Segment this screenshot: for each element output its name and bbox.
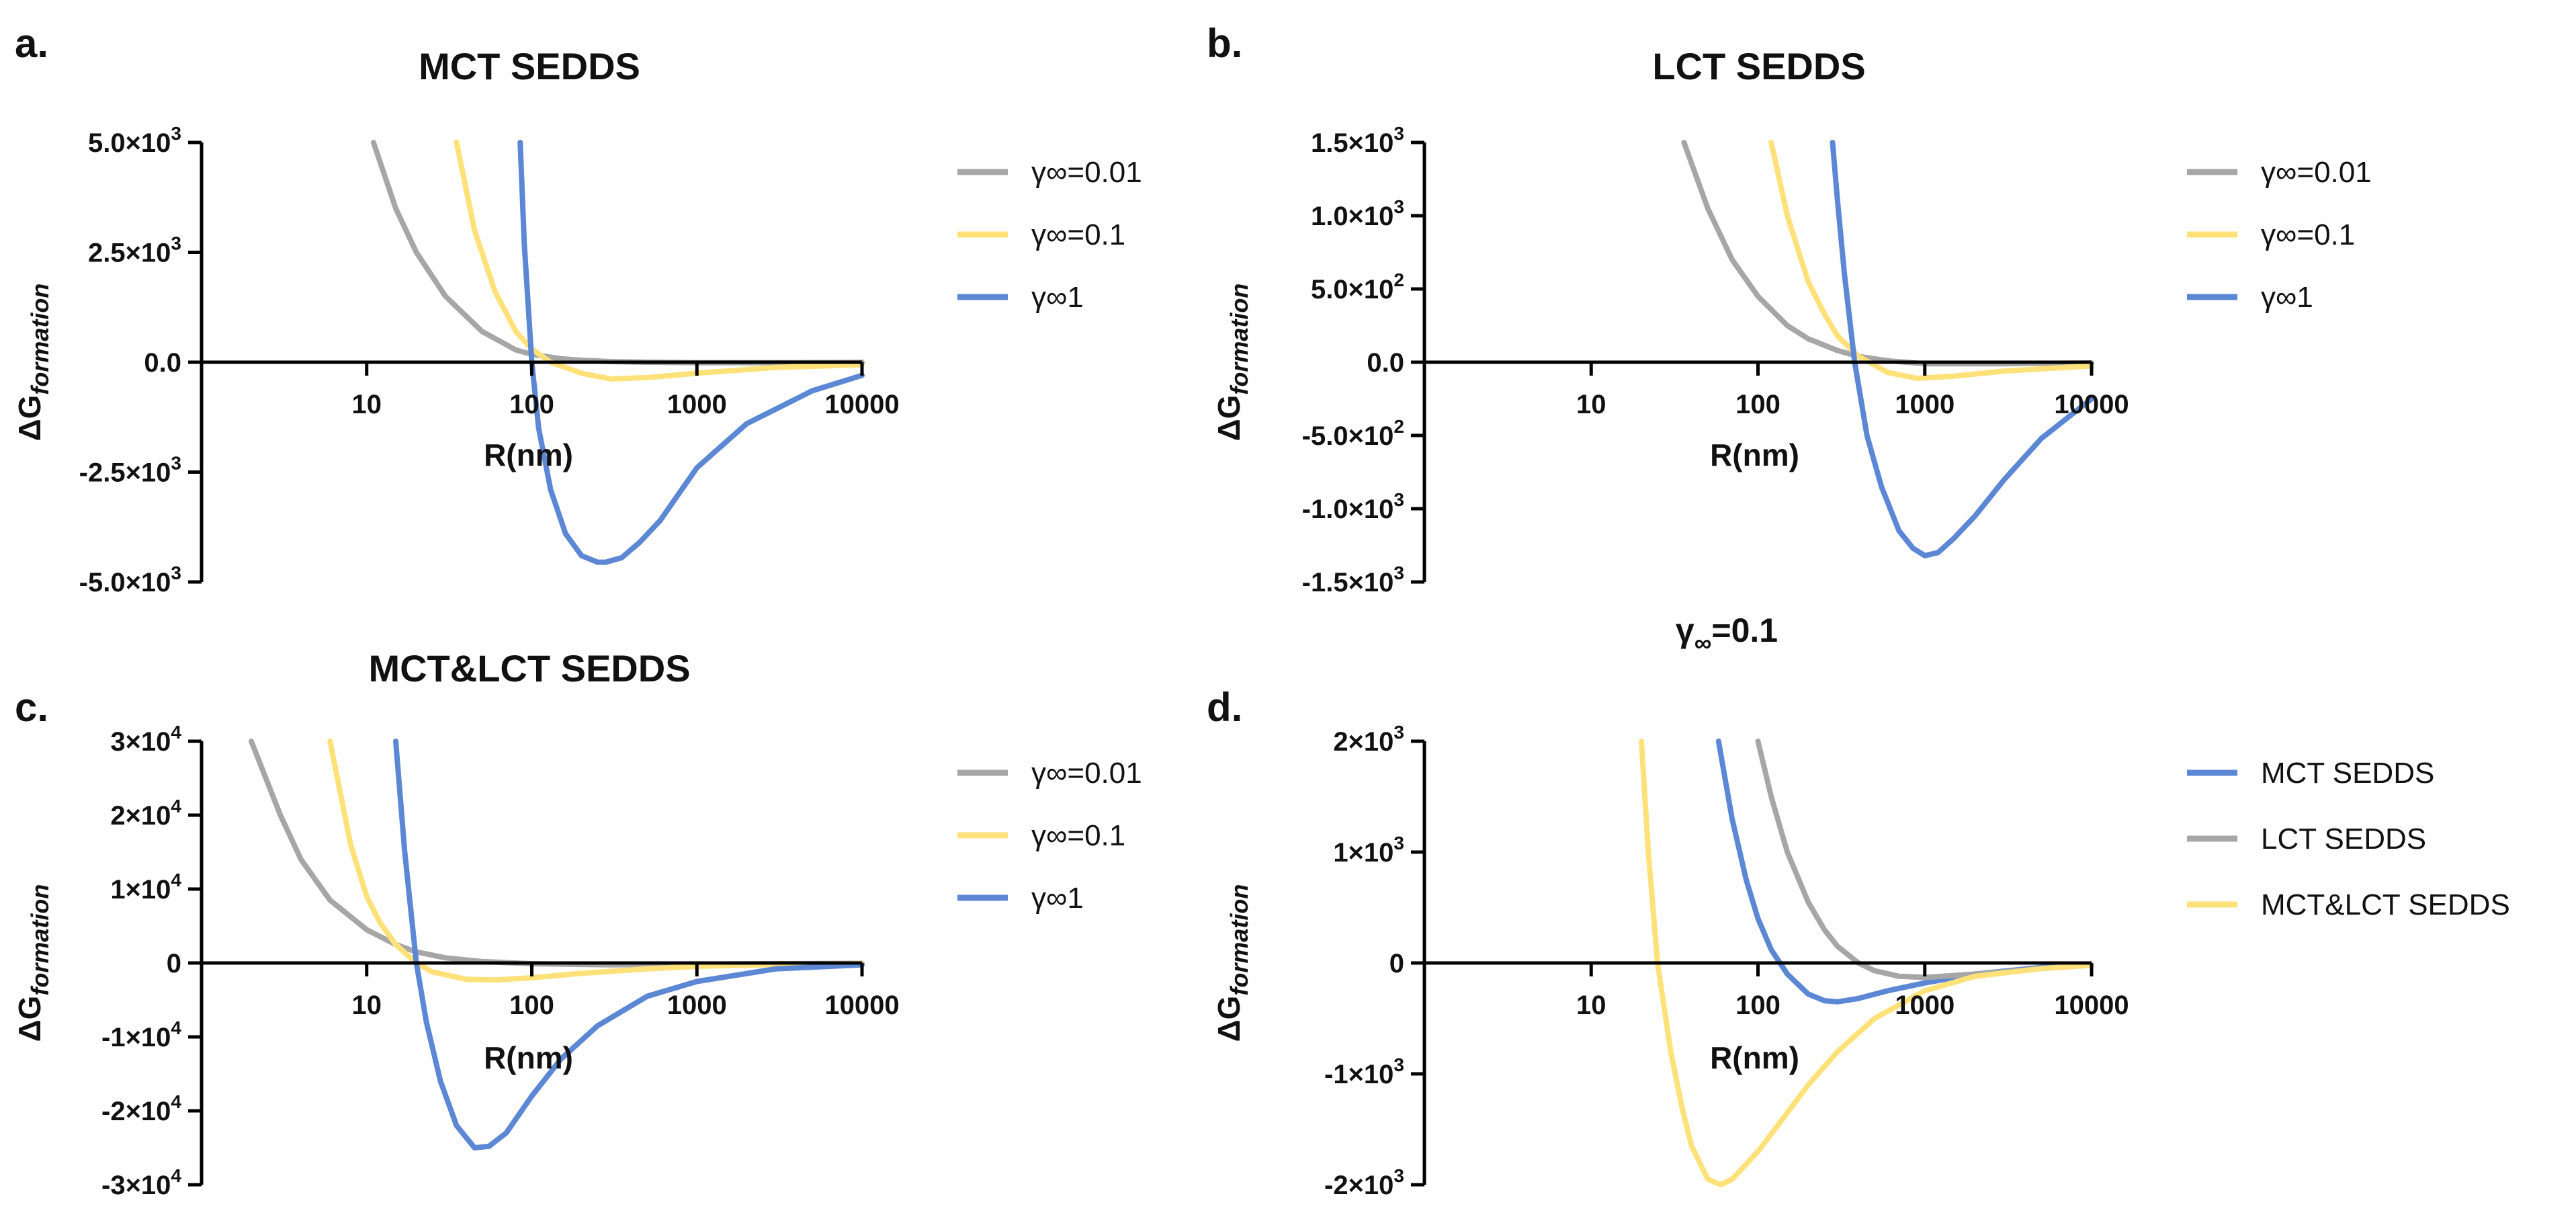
y-tick-label-d-3: -1×103: [1324, 1054, 1404, 1089]
series-line-a-2: [517, 140, 865, 565]
x-tick-label-d-3: 10000: [2054, 991, 2129, 1020]
y-tick-label-c-6: -3×104: [101, 1165, 181, 1200]
chart-title-c: MCT&LCT SEDDS: [368, 647, 690, 689]
panel-c: c. MCT&LCT SEDDS 3×104 2×104 1×104 0 -1×104 -2×…: [12, 647, 1142, 1200]
note-infinity: ∞: [1694, 629, 1712, 657]
y-tick-label-d-2: 0: [1389, 949, 1404, 978]
y-tick-label-a-0: 5.0×103: [88, 123, 181, 158]
x-tick-label-b-2: 1000: [1895, 390, 1955, 419]
legend-label-c-2: γ∞1: [1031, 882, 1084, 915]
legend-label-a-2: γ∞1: [1031, 281, 1084, 314]
gamma-infinity-note: γ∞=0.1: [1676, 612, 1778, 657]
x-tick-label-c-1: 100: [509, 991, 554, 1020]
series-line-b-1: [1768, 140, 2094, 381]
y-axis-label-a: ΔGformation: [12, 284, 54, 442]
panel-letter-d: d.: [1207, 685, 1242, 730]
legend-label-a-1: γ∞=0.1: [1031, 218, 1125, 251]
y-tick-label-d-0: 2×103: [1333, 722, 1404, 757]
y-tick-label-b-1: 1.0×103: [1311, 196, 1404, 231]
x-tick-label-d-1: 100: [1735, 991, 1780, 1020]
series-line-d-1: [1755, 739, 2094, 980]
legend-label-d-2: MCT&LCT SEDDS: [2261, 888, 2510, 921]
x-tick-label-c-3: 10000: [824, 991, 899, 1020]
x-tick-label-b-3: 10000: [2054, 390, 2129, 419]
chart-title-b: LCT SEDDS: [1652, 45, 1865, 87]
series-line-c-0: [249, 739, 865, 968]
y-tick-label-c-2: 1×104: [110, 870, 181, 905]
y-tick-label-b-5: -1.0×103: [1302, 489, 1404, 524]
legend-label-b-1: γ∞=0.1: [2261, 218, 2355, 251]
series-group-a: [370, 140, 865, 565]
x-tick-label-d-0: 10: [1576, 991, 1606, 1020]
series-line-b-0: [1681, 140, 2094, 367]
y-tick-label-b-0: 1.5×103: [1311, 123, 1404, 158]
x-tick-label-a-3: 10000: [824, 390, 899, 419]
panel-letter-b: b.: [1207, 21, 1242, 66]
x-axis-label-d: R(nm): [1710, 1040, 1799, 1075]
y-tick-label-c-5: -2×104: [101, 1091, 181, 1126]
y-tick-label-c-0: 3×104: [110, 722, 181, 757]
y-tick-label-c-3: 0: [167, 949, 181, 978]
y-tick-label-b-4: -5.0×102: [1302, 416, 1404, 451]
legend-label-a-0: γ∞=0.01: [1031, 156, 1142, 189]
y-tick-label-d-1: 1×103: [1333, 833, 1404, 868]
y-tick-label-b-3: 0.0: [1367, 348, 1404, 378]
legend-label-c-0: γ∞=0.01: [1031, 757, 1142, 790]
note-gamma: γ: [1676, 612, 1694, 649]
legend-label-d-1: LCT SEDDS: [2261, 823, 2426, 855]
x-axis-label-a: R(nm): [484, 437, 573, 472]
x-tick-label-b-0: 10: [1576, 390, 1606, 419]
y-tick-label-a-3: -2.5×103: [79, 453, 181, 488]
y-tick-label-d-4: -2×103: [1324, 1165, 1404, 1200]
panel-b: b. LCT SEDDS 1.5×103 1.0×103 5.0×102 0.0 -5.0×…: [1207, 21, 2372, 597]
legend-label-b-0: γ∞=0.01: [2261, 156, 2372, 189]
panel-letter-a: a.: [15, 21, 48, 66]
series-line-d-2: [1639, 739, 2094, 1187]
legend-label-c-1: γ∞=0.1: [1031, 819, 1125, 852]
series-line-a-0: [370, 140, 865, 366]
panel-d: d. 2×103 1×103 0 -1×103 -2×103 10 100 1000 10000 R…: [1207, 685, 2510, 1200]
x-tick-label-a-2: 1000: [667, 390, 727, 419]
y-tick-label-b-6: -1.5×103: [1302, 562, 1404, 597]
x-tick-label-a-0: 10: [352, 390, 382, 419]
x-tick-label-a-1: 100: [509, 390, 554, 419]
series-group-c: [249, 739, 865, 1150]
series-line-c-2: [393, 739, 865, 1150]
legend-label-b-2: γ∞1: [2261, 281, 2313, 314]
y-axis-label-d: ΔGformation: [1211, 884, 1253, 1042]
series-group-b: [1681, 140, 2094, 558]
y-tick-label-a-1: 2.5×103: [88, 233, 181, 268]
y-axis-label-c: ΔGformation: [12, 884, 54, 1042]
y-tick-label-c-4: -1×104: [101, 1017, 181, 1052]
y-tick-label-c-1: 2×104: [110, 796, 181, 831]
panel-a: a. MCT SEDDS 5.0×103 2.5×103 0.0 -2.5×103 -5.0…: [12, 21, 1142, 597]
y-tick-label-b-2: 5.0×102: [1311, 269, 1404, 304]
x-tick-label-c-0: 10: [352, 991, 382, 1020]
y-tick-label-a-2: 0.0: [144, 348, 181, 378]
note-value: =0.1: [1711, 612, 1778, 649]
chart-title-a: MCT SEDDS: [419, 45, 640, 87]
legend-label-d-0: MCT SEDDS: [2261, 757, 2434, 790]
series-line-b-2: [1830, 140, 2094, 558]
x-tick-label-c-2: 1000: [667, 991, 727, 1020]
y-tick-label-a-4: -5.0×103: [79, 562, 181, 597]
x-axis-label-c: R(nm): [484, 1040, 573, 1075]
series-line-a-1: [454, 140, 865, 382]
y-axis-label-b: ΔGformation: [1211, 284, 1253, 442]
series-line-c-1: [327, 739, 865, 983]
x-axis-label-b: R(nm): [1710, 437, 1799, 472]
panel-letter-c: c.: [15, 685, 48, 730]
x-tick-label-b-1: 100: [1735, 390, 1780, 419]
x-tick-label-d-2: 1000: [1895, 991, 1955, 1020]
